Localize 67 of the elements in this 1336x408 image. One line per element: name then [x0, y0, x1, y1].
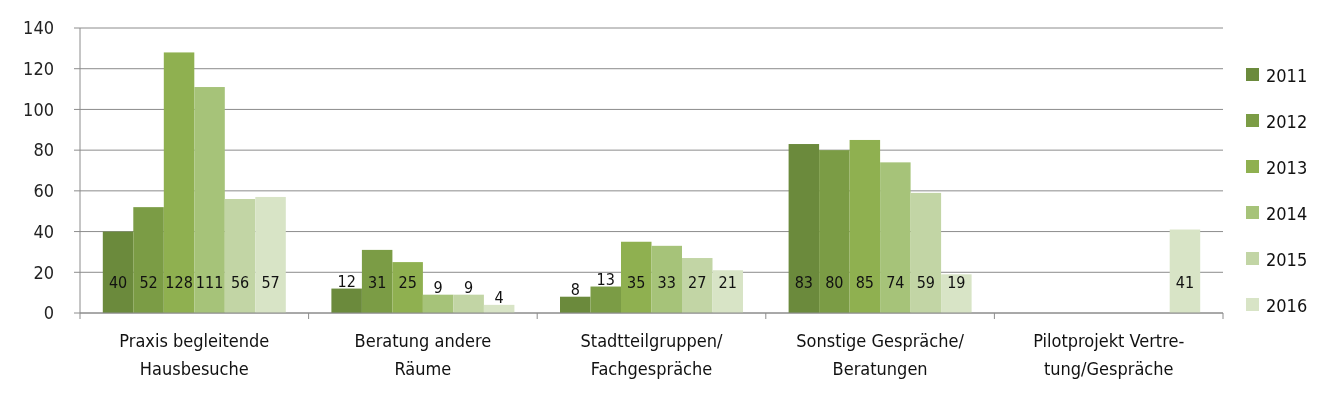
x-tick-label: Praxis begleitende Hausbesuche — [119, 330, 270, 379]
data-label: 9 — [464, 277, 474, 297]
y-tick-label: 40 — [33, 220, 54, 242]
data-label: 111 — [195, 272, 224, 292]
data-label: 13 — [596, 269, 615, 289]
x-tick-label: Beratung andere Räume — [354, 330, 492, 379]
data-label: 35 — [627, 272, 646, 292]
legend-label: 2012 — [1266, 111, 1308, 133]
legend-label: 2014 — [1266, 203, 1308, 225]
y-tick-label: 0 — [43, 302, 54, 324]
bar — [224, 199, 256, 313]
data-label: 83 — [794, 272, 814, 292]
y-tick-label: 140 — [23, 17, 54, 39]
bar — [590, 286, 621, 313]
data-label: 59 — [916, 272, 936, 292]
bar — [102, 231, 134, 313]
bar — [621, 241, 652, 313]
bar — [331, 288, 362, 313]
bar — [194, 87, 225, 313]
legend-label: 2015 — [1266, 249, 1308, 271]
data-label: 56 — [230, 272, 250, 292]
x-tick-label: Pilotprojekt Vertre- tung/Gespräche — [1033, 330, 1185, 379]
data-label: 4 — [494, 287, 504, 307]
x-tick-label: Sonstige Gespräche/ Beratungen — [796, 330, 965, 379]
data-label: 8 — [570, 279, 580, 299]
bar — [819, 150, 850, 313]
bar — [392, 262, 423, 313]
legend-label: 2011 — [1266, 65, 1308, 87]
x-tick-label: Stadtteilgruppen/ Fachgespräche — [580, 330, 724, 379]
bar — [651, 245, 682, 313]
data-label: 74 — [886, 272, 905, 292]
y-tick-label: 20 — [33, 261, 54, 283]
data-label: 21 — [718, 272, 737, 292]
data-label: 27 — [688, 272, 707, 292]
data-label: 12 — [337, 271, 356, 291]
data-label: 41 — [1175, 272, 1195, 292]
data-label: 40 — [108, 272, 128, 292]
y-tick-label: 60 — [33, 180, 54, 202]
bar — [163, 52, 195, 313]
data-label: 31 — [367, 272, 387, 292]
legend-label: 2013 — [1266, 157, 1308, 179]
data-label: 33 — [657, 272, 676, 292]
data-label: 85 — [855, 272, 875, 292]
bar — [255, 196, 286, 313]
bar — [941, 274, 972, 313]
bar — [453, 294, 484, 313]
bar — [880, 162, 911, 313]
data-label: 128 — [165, 272, 193, 292]
data-label: 19 — [947, 272, 966, 292]
data-label: 80 — [825, 272, 844, 292]
y-tick-label: 100 — [23, 98, 54, 120]
data-label: 25 — [398, 272, 417, 292]
data-label: 57 — [261, 272, 280, 292]
legend-label: 2016 — [1266, 295, 1308, 317]
data-label: 52 — [139, 272, 158, 292]
bar — [422, 294, 454, 313]
bar — [133, 207, 164, 313]
data-label: 9 — [433, 277, 443, 297]
bar — [361, 249, 393, 313]
bar — [849, 139, 881, 313]
bar — [560, 296, 591, 313]
bar — [788, 144, 820, 313]
y-tick-label: 80 — [33, 139, 54, 161]
bar — [910, 192, 942, 313]
bar — [1169, 229, 1201, 313]
y-tick-label: 120 — [23, 58, 54, 80]
bar — [682, 258, 713, 313]
